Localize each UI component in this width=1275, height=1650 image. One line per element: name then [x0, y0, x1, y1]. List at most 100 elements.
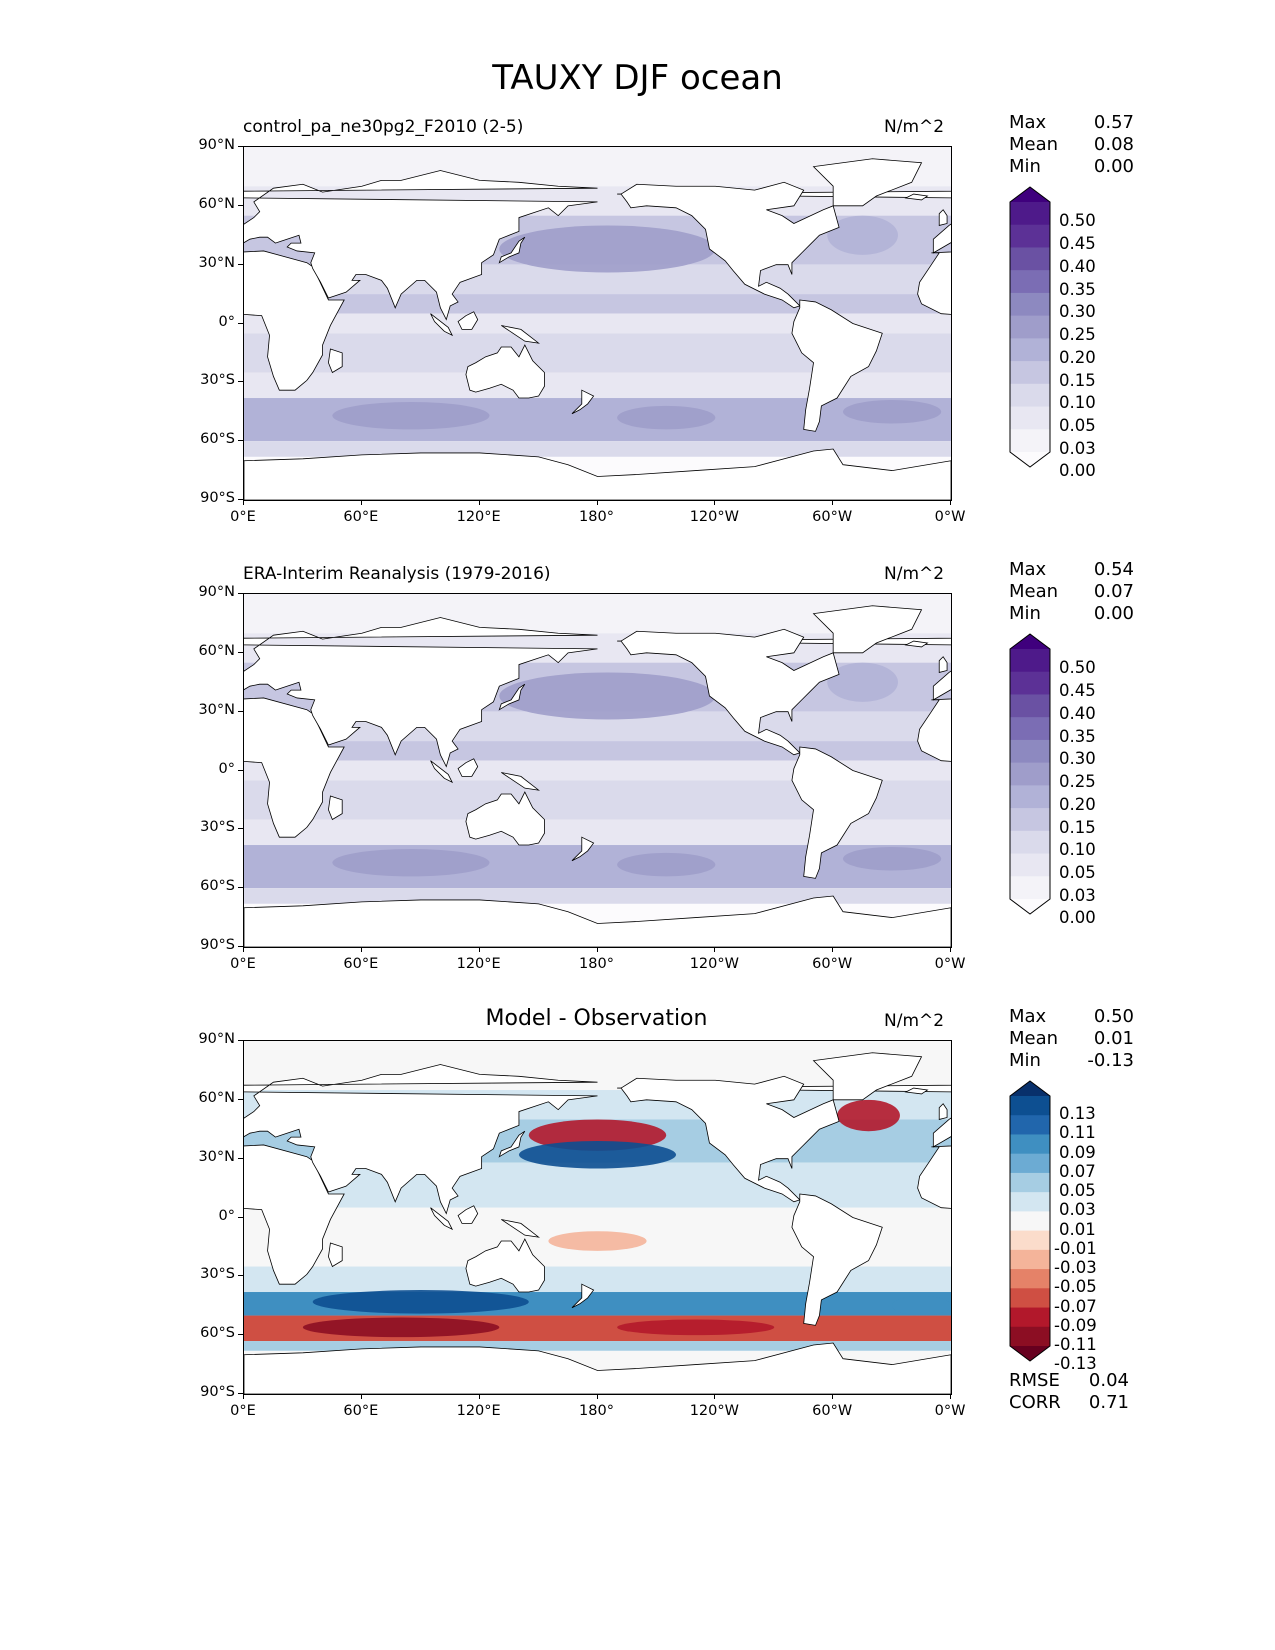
land-outline — [244, 250, 345, 391]
lat-tick-label: 90°N — [198, 584, 235, 600]
field-blob — [499, 672, 716, 720]
stat-value: 0.04 — [1088, 1370, 1129, 1391]
stat-value: 0.07 — [1093, 581, 1134, 602]
stat-row: Max 0.57 — [1009, 112, 1134, 134]
field-band — [244, 1341, 951, 1351]
lon-tickmark — [714, 1394, 716, 1399]
colorbar-segment — [1010, 1269, 1050, 1289]
lon-tickmark — [243, 1394, 244, 1399]
colorbar-tick-label: -0.11 — [1054, 1335, 1097, 1354]
map-svg — [244, 147, 951, 500]
lat-tick-label: 30°S — [200, 1266, 235, 1283]
colorbar-top-tip — [1010, 1081, 1050, 1096]
colorbar-tick-label: 0.11 — [1059, 1123, 1096, 1143]
field-blob — [837, 1099, 900, 1132]
stat-row: Max 0.54 — [1009, 559, 1134, 581]
lon-tick-label: 60°E — [343, 1403, 379, 1419]
land-outline — [812, 158, 923, 207]
stat-value: 0.50 — [1093, 1006, 1134, 1027]
land-outline — [917, 698, 951, 762]
lon-tick-label: 120°E — [456, 956, 501, 972]
panel-units: N/m^2 — [884, 1011, 945, 1031]
land-outline — [812, 1052, 923, 1101]
colorbar-segment — [1010, 338, 1050, 362]
lat-tickmark — [238, 499, 243, 500]
colorbar-tick-label: 0.07 — [1059, 1161, 1096, 1181]
colorbar-segment — [1010, 785, 1050, 809]
lat-tick-label: 90°N — [198, 137, 235, 153]
land-outline — [328, 1242, 343, 1268]
field-blob — [617, 405, 716, 430]
land-outline — [791, 746, 883, 879]
stat-label: Mean — [1009, 581, 1059, 602]
stat-row: Max 0.50 — [1009, 1006, 1134, 1028]
lon-tick-label: 120°E — [456, 509, 501, 525]
lon-tickmark — [360, 500, 362, 505]
stat-value: -0.13 — [1087, 1050, 1134, 1071]
map-plot — [243, 146, 952, 501]
land-outline — [791, 1193, 883, 1326]
stats-block: Max 0.54 Mean 0.07 Min 0.00 — [1009, 559, 1134, 625]
colorbar-segment — [1010, 315, 1050, 339]
land-outline — [328, 348, 343, 374]
stat-value: 0.00 — [1093, 603, 1134, 624]
colorbar-tick-label: 0.05 — [1059, 863, 1096, 882]
land-outline — [812, 605, 923, 654]
lon-tick-label: 0°E — [230, 509, 256, 525]
stats-block: Max 0.50 Mean 0.01 Min -0.13 — [1009, 1006, 1134, 1072]
stat-value: 0.00 — [1093, 156, 1134, 177]
land-outline — [501, 325, 541, 344]
lat-tick-label: 0° — [218, 313, 235, 330]
colorbar-segment — [1010, 1211, 1050, 1232]
colorbar-tick-label: 0.35 — [1059, 279, 1096, 299]
colorbar-tick-label: -0.05 — [1054, 1277, 1097, 1297]
lat-tickmark — [238, 651, 243, 653]
stat-label: Mean — [1009, 1028, 1059, 1049]
lon-tick-label: 0°W — [934, 509, 966, 525]
field-blob — [332, 848, 490, 877]
stat-label: Min — [1009, 603, 1041, 624]
land-outline — [571, 836, 595, 862]
stat-label: Max — [1009, 1006, 1047, 1027]
field-blob — [842, 399, 942, 424]
stat-label: Min — [1009, 156, 1041, 177]
colorbar-tick-label: -0.13 — [1054, 1354, 1097, 1374]
lat-tickmark — [238, 322, 243, 324]
lon-tickmark — [950, 1394, 951, 1399]
stat-value: 0.08 — [1093, 134, 1134, 155]
lat-tick-label: 60°N — [198, 642, 235, 659]
lat-tickmark — [238, 593, 243, 594]
lat-tick-label: 90°S — [200, 1384, 235, 1400]
colorbar-tick-label: 0.00 — [1059, 908, 1096, 928]
lon-tick-label: 180° — [579, 509, 614, 525]
stat-value: 0.54 — [1093, 559, 1134, 580]
lon-tick-label: 180° — [579, 1403, 614, 1419]
stat-row: RMSE 0.04 — [1009, 1370, 1129, 1392]
lon-tickmark — [832, 500, 834, 505]
land-outline — [620, 1075, 840, 1203]
colorbar-tick-label: 0.03 — [1059, 1200, 1096, 1220]
field-band — [244, 888, 951, 904]
land-outline — [938, 209, 948, 226]
land-outline — [244, 895, 951, 947]
lon-tickmark — [478, 947, 480, 952]
lon-tick-label: 60°W — [812, 956, 853, 972]
field-band — [244, 313, 951, 334]
stat-row: CORR 0.71 — [1009, 1392, 1129, 1414]
panel-title: control_pa_ne30pg2_F2010 (2-5) — [243, 117, 524, 137]
lon-tick-label: 120°W — [689, 509, 739, 525]
land-outline — [244, 697, 345, 838]
map-plot — [243, 593, 952, 948]
field-band — [244, 1162, 951, 1208]
colorbar-segment — [1010, 1326, 1050, 1347]
lat-tickmark — [238, 710, 243, 712]
land-outline — [244, 1064, 598, 1215]
lon-tick-label: 180° — [579, 956, 614, 972]
stat-label: Min — [1009, 1050, 1041, 1071]
colorbar-tick-label: 0.10 — [1059, 840, 1096, 860]
stat-row: Mean 0.07 — [1009, 581, 1134, 603]
map-svg — [244, 1041, 951, 1394]
stat-row: Min 0.00 — [1009, 603, 1134, 625]
colorbar-bottom-tip — [1010, 1346, 1050, 1361]
colorbar — [1009, 633, 1051, 915]
